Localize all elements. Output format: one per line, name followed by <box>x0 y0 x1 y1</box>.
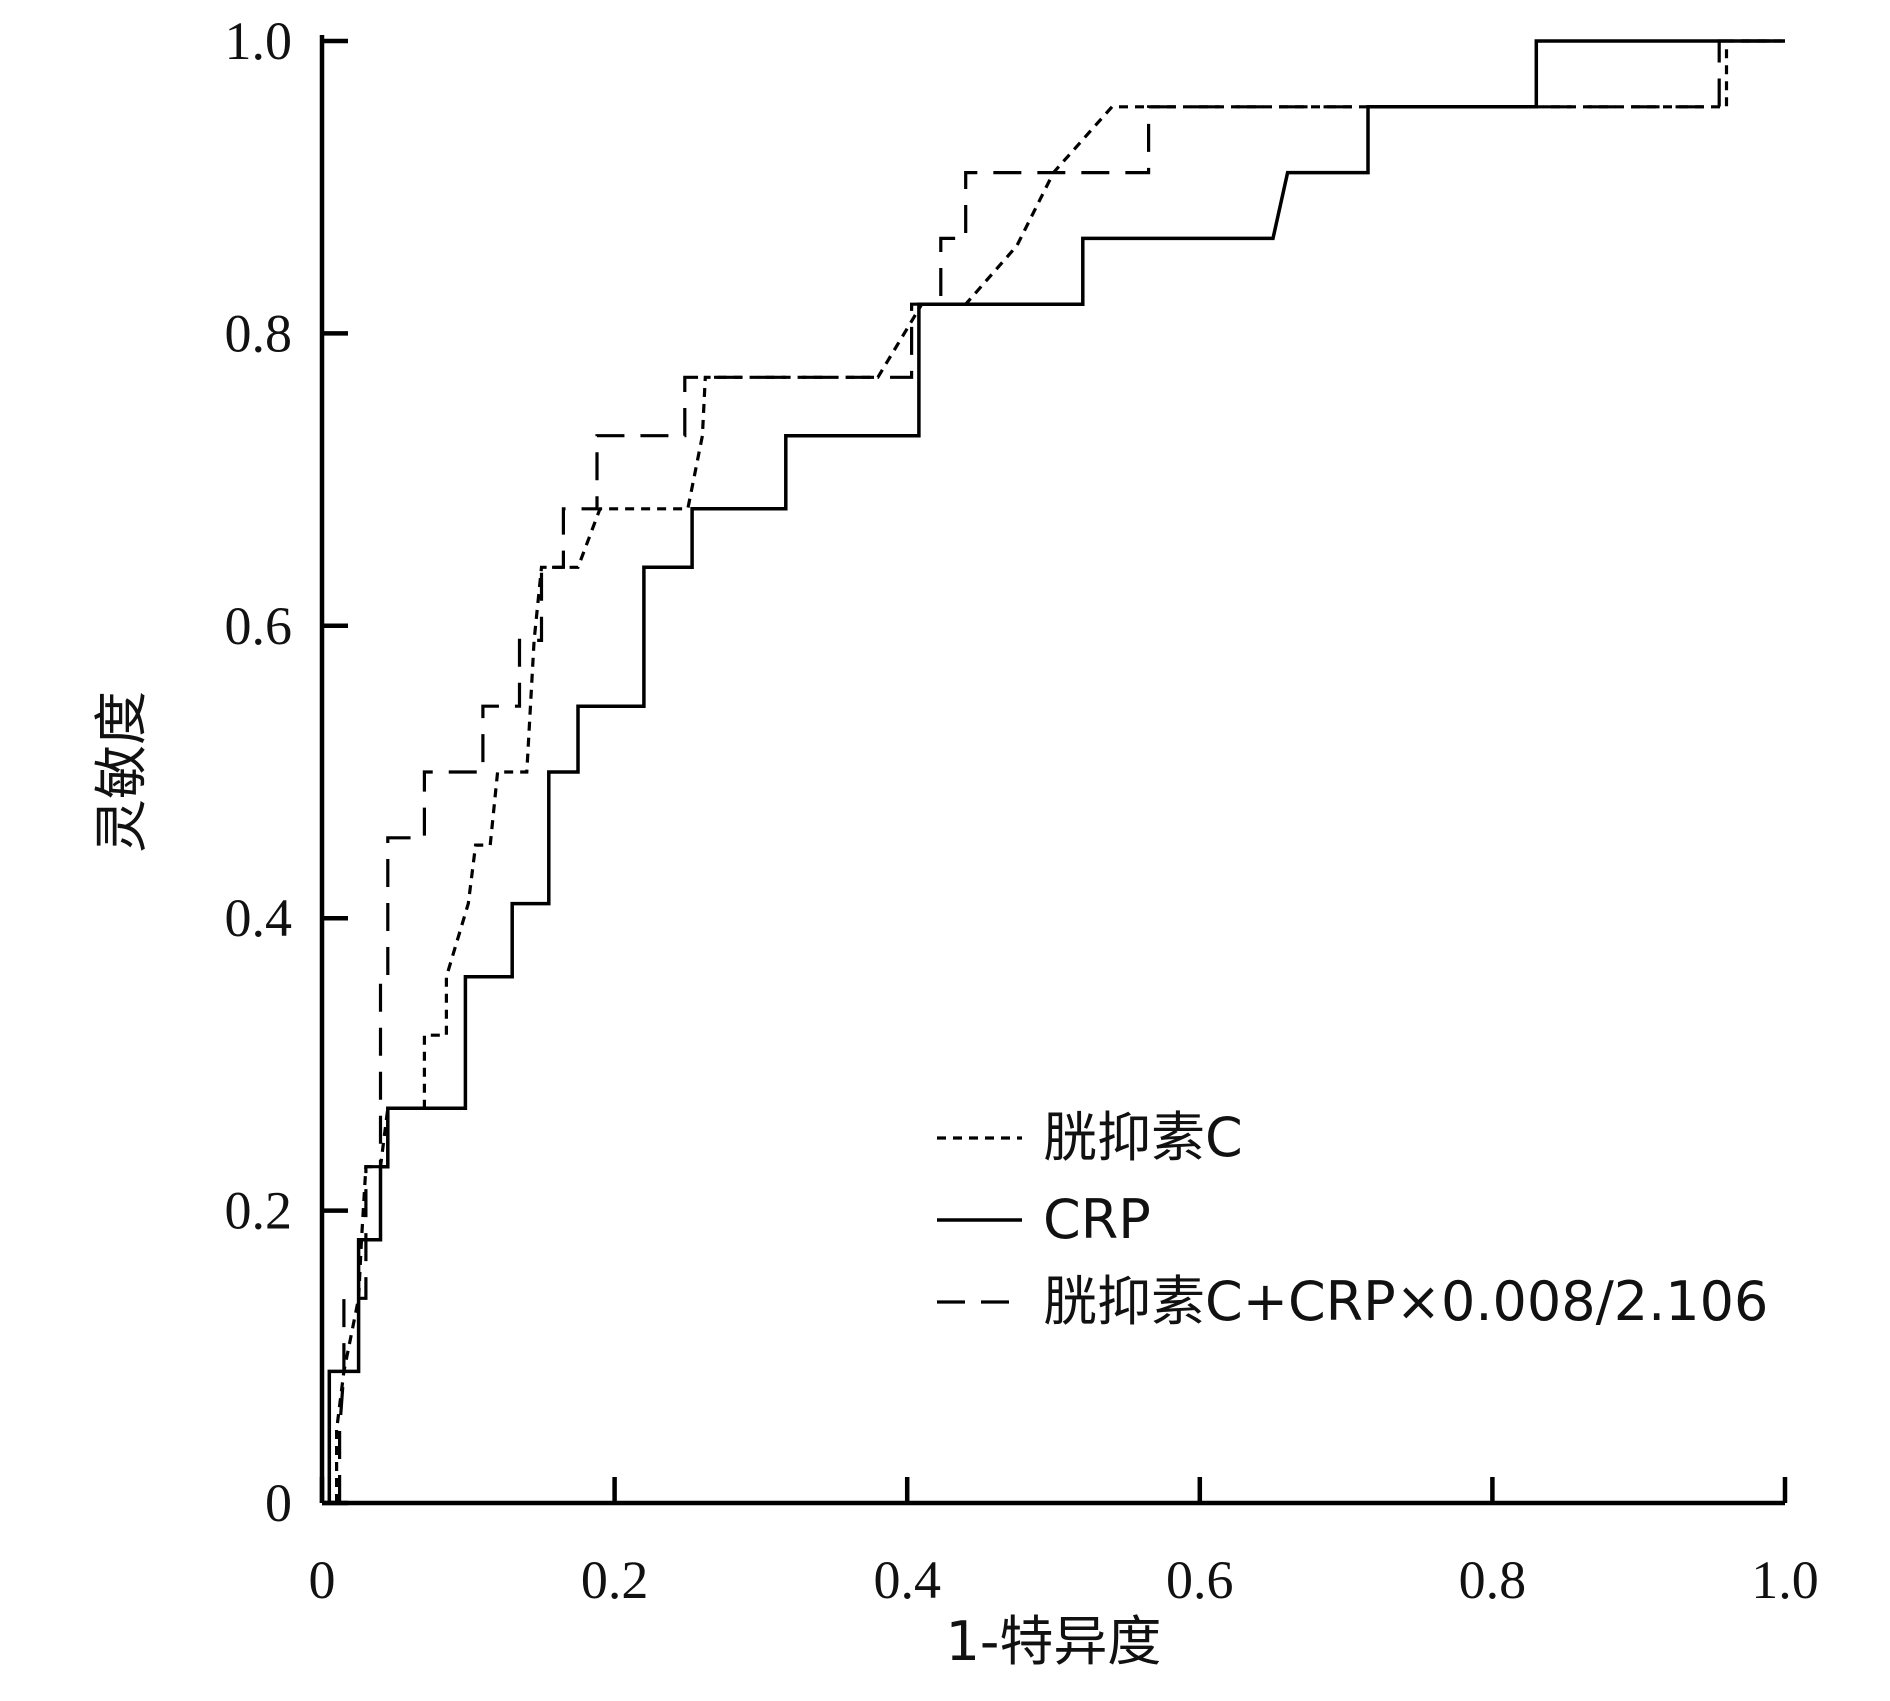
y-tick-label: 0.2 <box>225 1181 293 1241</box>
ticks: 0 0.2 0.4 0.6 0.8 1.0 0 0.2 0.4 0.6 0.8 1.0 <box>225 11 1819 1610</box>
x-tick-label: 1.0 <box>1751 1550 1819 1610</box>
x-tick-label: 0.8 <box>1459 1550 1527 1610</box>
y-tick-label: 0.8 <box>225 303 293 363</box>
y-tick-label: 0 <box>265 1473 292 1533</box>
y-tick-label: 1.0 <box>225 11 293 71</box>
series-lines <box>327 39 1785 1503</box>
x-tick-label: 0 <box>309 1550 336 1610</box>
x-tick-label: 0.2 <box>581 1550 649 1610</box>
series-line-2 <box>327 39 1785 1503</box>
y-axis-title: 灵敏度 <box>90 691 153 853</box>
legend-label: 胱抑素C+CRP×0.008/2.106 <box>1043 1270 1768 1333</box>
x-axis-title: 1-特异度 <box>946 1610 1162 1673</box>
legend-label: CRP <box>1043 1188 1151 1251</box>
y-tick-label: 0.4 <box>225 888 293 948</box>
x-tick-label: 0.6 <box>1166 1550 1234 1610</box>
legend-label: 胱抑素C <box>1043 1106 1243 1169</box>
series-line-3 <box>338 39 1785 1503</box>
x-tick-label: 0.4 <box>873 1550 941 1610</box>
legend: 胱抑素C CRP 胱抑素C+CRP×0.008/2.106 <box>937 1106 1768 1333</box>
axes <box>319 35 1785 1506</box>
y-tick-label: 0.6 <box>225 596 293 656</box>
